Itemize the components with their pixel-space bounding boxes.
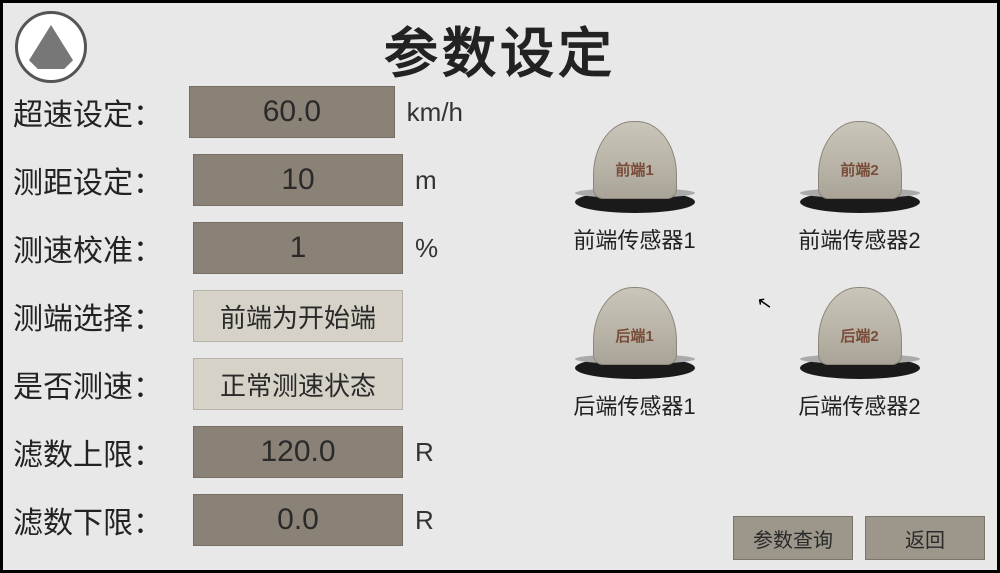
sensor-label: 后端传感器1 [573, 389, 695, 421]
sensor-dome-label: 后端1 [615, 325, 653, 346]
row-end-select: 测端选择： 前端为开始端 [13, 289, 463, 343]
label-calibration: 测速校准： [13, 226, 193, 270]
label-end-select: 测端选择： [13, 294, 193, 338]
sensor-rear-1[interactable]: 后端1 后端传感器1 [537, 279, 732, 421]
sensor-front-2[interactable]: 前端2 前端传感器2 [762, 113, 957, 255]
row-filter-upper: 滤数上限： 120.0 R [13, 425, 463, 479]
bottom-button-bar: 参数查询 返回 [733, 516, 985, 560]
sensor-grid: 前端1 前端传感器1 前端2 前端传感器2 后端1 后端传感器1 后端2 后端传… [537, 113, 957, 421]
input-calibration[interactable]: 1 [193, 222, 403, 274]
row-measure-state: 是否测速： 正常测速状态 [13, 357, 463, 411]
logo-badge [15, 11, 87, 83]
sensor-dome-label: 后端2 [840, 325, 878, 346]
unit-overspeed: km/h [407, 97, 463, 128]
input-filter-upper[interactable]: 120.0 [193, 426, 403, 478]
sensor-front-1[interactable]: 前端1 前端传感器1 [537, 113, 732, 255]
label-distance: 测距设定： [13, 158, 193, 202]
unit-filter-upper: R [415, 437, 434, 468]
sensor-icon: 后端2 [805, 279, 915, 379]
row-overspeed: 超速设定： 60.0 km/h [13, 85, 463, 139]
sensor-label: 前端传感器1 [573, 223, 695, 255]
sensor-dome-label: 前端1 [615, 159, 653, 180]
page-title: 参数设定 [3, 3, 997, 88]
label-filter-lower: 滤数下限： [13, 498, 193, 542]
row-filter-lower: 滤数下限： 0.0 R [13, 493, 463, 547]
unit-filter-lower: R [415, 505, 434, 536]
input-overspeed[interactable]: 60.0 [189, 86, 395, 138]
label-filter-upper: 滤数上限： [13, 430, 193, 474]
back-button[interactable]: 返回 [865, 516, 985, 560]
parameter-panel: 超速设定： 60.0 km/h 测距设定： 10 m 测速校准： 1 % 测端选… [13, 85, 463, 561]
input-filter-lower[interactable]: 0.0 [193, 494, 403, 546]
row-calibration: 测速校准： 1 % [13, 221, 463, 275]
sensor-rear-2[interactable]: 后端2 后端传感器2 [762, 279, 957, 421]
unit-distance: m [415, 165, 437, 196]
unit-calibration: % [415, 233, 438, 264]
label-measure-state: 是否测速： [13, 362, 193, 406]
sensor-label: 前端传感器2 [798, 223, 920, 255]
sensor-icon: 后端1 [580, 279, 690, 379]
param-query-button[interactable]: 参数查询 [733, 516, 853, 560]
input-end-select[interactable]: 前端为开始端 [193, 290, 403, 342]
sensor-label: 后端传感器2 [798, 389, 920, 421]
input-measure-state[interactable]: 正常测速状态 [193, 358, 403, 410]
sensor-icon: 前端1 [580, 113, 690, 213]
logo-icon [29, 25, 73, 69]
label-overspeed: 超速设定： [13, 90, 189, 134]
sensor-icon: 前端2 [805, 113, 915, 213]
sensor-dome-label: 前端2 [840, 159, 878, 180]
cursor-icon: ↖ [755, 292, 774, 315]
row-distance: 测距设定： 10 m [13, 153, 463, 207]
input-distance[interactable]: 10 [193, 154, 403, 206]
